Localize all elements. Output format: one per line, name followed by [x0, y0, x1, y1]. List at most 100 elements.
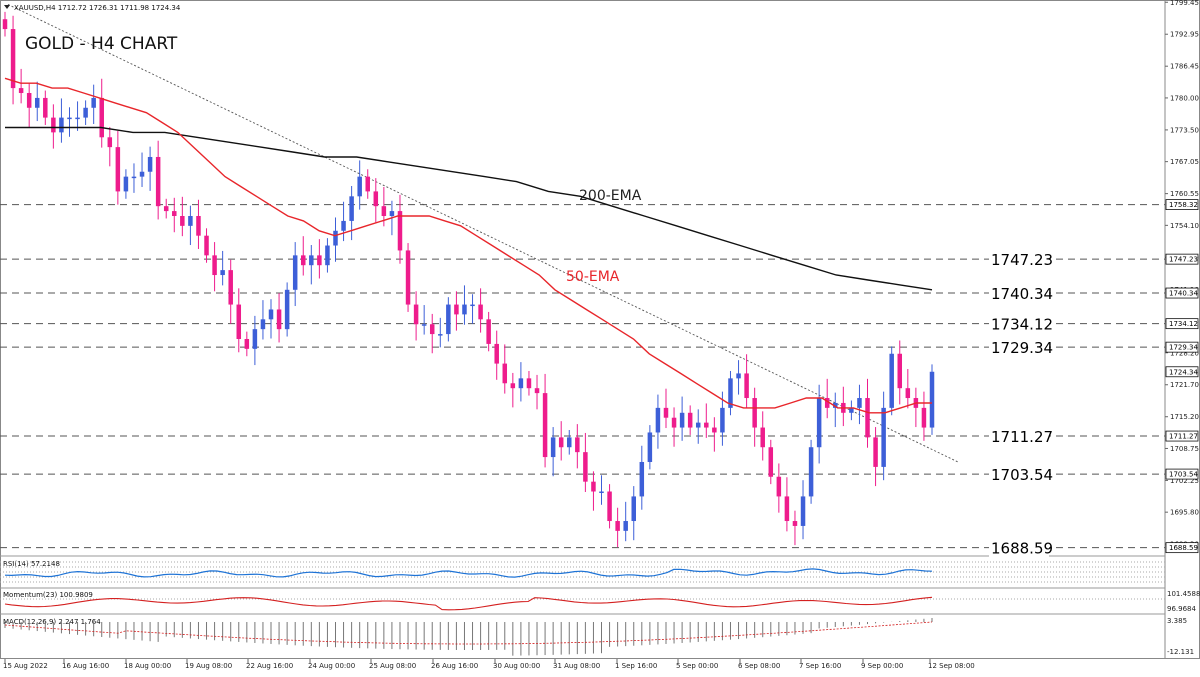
candle-body — [317, 255, 322, 266]
candle-body — [301, 255, 306, 266]
candle — [518, 362, 524, 402]
candle — [526, 370, 532, 396]
price-tag-label: 1703.54 — [1169, 471, 1198, 479]
candle-body — [43, 97, 48, 118]
candle — [220, 250, 225, 286]
candle — [808, 439, 814, 504]
price-tag-label: 1688.59 — [1169, 544, 1198, 552]
price-tag-box — [1165, 199, 1199, 210]
candle-body — [623, 521, 628, 531]
candle — [236, 288, 242, 353]
candle-body — [220, 270, 225, 276]
candle-body — [583, 452, 588, 482]
candle-body — [429, 324, 435, 335]
candle-body — [736, 373, 741, 379]
candle — [704, 403, 709, 438]
candle-body — [784, 496, 790, 522]
candle — [26, 82, 32, 127]
x-tick-label: 22 Aug 16:00 — [246, 662, 293, 670]
candle — [768, 439, 774, 485]
candle-body — [800, 496, 806, 526]
x-tick-label: 16 Aug 16:00 — [62, 662, 109, 670]
candle-body — [454, 304, 459, 315]
price-tag — [1165, 341, 1199, 353]
level-label-1703-54: 1703.54 — [991, 466, 1053, 484]
candle — [776, 463, 782, 513]
level-label-bg — [989, 284, 1049, 303]
rsi-label: RSI(14) 57.2148 — [3, 560, 60, 568]
candle-body — [228, 270, 233, 305]
candle-body — [212, 255, 217, 276]
candle-body — [833, 402, 838, 408]
rsi-line — [4, 568, 933, 578]
macd-tick: 3.385 — [1167, 617, 1187, 625]
candle-body — [2, 19, 8, 30]
candle-body — [357, 176, 362, 197]
ema50-line — [4, 77, 932, 414]
candle-body — [607, 491, 612, 522]
candle-body — [438, 334, 443, 336]
candle-body — [494, 343, 499, 364]
candle — [752, 387, 757, 447]
candle — [567, 430, 572, 455]
trendline — [7, 4, 959, 463]
candle-body — [510, 383, 516, 389]
candle — [421, 305, 427, 335]
candle-body — [75, 117, 80, 120]
candle-body — [172, 211, 177, 217]
candle-body — [889, 353, 894, 408]
candle — [744, 354, 749, 409]
candle — [800, 480, 806, 540]
level-label-1711-27: 1711.27 — [991, 428, 1053, 446]
candle — [671, 407, 677, 447]
price-tag-label: 1734.12 — [1169, 320, 1198, 328]
symbol-info: XAUUSD,H4 1712.72 1726.31 1711.98 1724.3… — [14, 4, 181, 12]
price-tag-label: 1740.34 — [1169, 290, 1198, 298]
price-tag-label: 1711.27 — [1169, 433, 1198, 441]
candle-body — [502, 363, 508, 384]
x-tick-label: 26 Aug 16:00 — [431, 662, 478, 670]
price-tag-label: 1747.23 — [1169, 256, 1198, 264]
candle-body — [349, 196, 354, 221]
candle — [91, 84, 96, 125]
candle-body — [341, 220, 346, 231]
candle — [260, 300, 266, 340]
candle — [212, 242, 217, 292]
candle — [284, 282, 290, 337]
candle — [75, 101, 80, 131]
candle-body — [921, 407, 927, 428]
price-tag — [1165, 199, 1199, 210]
candle-body — [397, 211, 403, 251]
candle-body — [236, 304, 242, 339]
candle-body — [760, 427, 765, 448]
price-tag — [1165, 430, 1199, 442]
momentum-line — [4, 596, 933, 611]
x-tick-label: 19 Aug 08:00 — [185, 662, 232, 670]
level-label-bg — [989, 250, 1049, 269]
candle-body — [252, 329, 258, 349]
candle — [728, 370, 733, 416]
candle-body — [131, 176, 137, 179]
price-tag — [1165, 542, 1199, 554]
price-tag — [1165, 253, 1199, 265]
candle — [849, 400, 854, 421]
candle — [268, 299, 274, 339]
chart-title: GOLD - H4 CHART — [25, 34, 178, 54]
candle-body — [18, 88, 24, 94]
candle — [139, 152, 145, 187]
candle — [180, 196, 185, 237]
candle — [833, 392, 838, 428]
candle-body — [542, 393, 548, 458]
candle-body — [147, 156, 153, 172]
level-label-bg — [989, 338, 1049, 357]
y-tick-label: 1792.95 — [1170, 31, 1199, 39]
x-tick-label: 7 Sep 16:00 — [799, 662, 841, 670]
candle — [575, 424, 580, 469]
x-tick-label: 31 Aug 08:00 — [553, 662, 600, 670]
candle — [599, 475, 604, 505]
candle — [583, 432, 588, 492]
momentum-label: Momentum(23) 100.9809 — [3, 591, 93, 599]
y-tick-label: 1773.50 — [1170, 126, 1199, 134]
candle — [615, 507, 620, 548]
ema50-label: 50-EMA — [566, 269, 620, 285]
